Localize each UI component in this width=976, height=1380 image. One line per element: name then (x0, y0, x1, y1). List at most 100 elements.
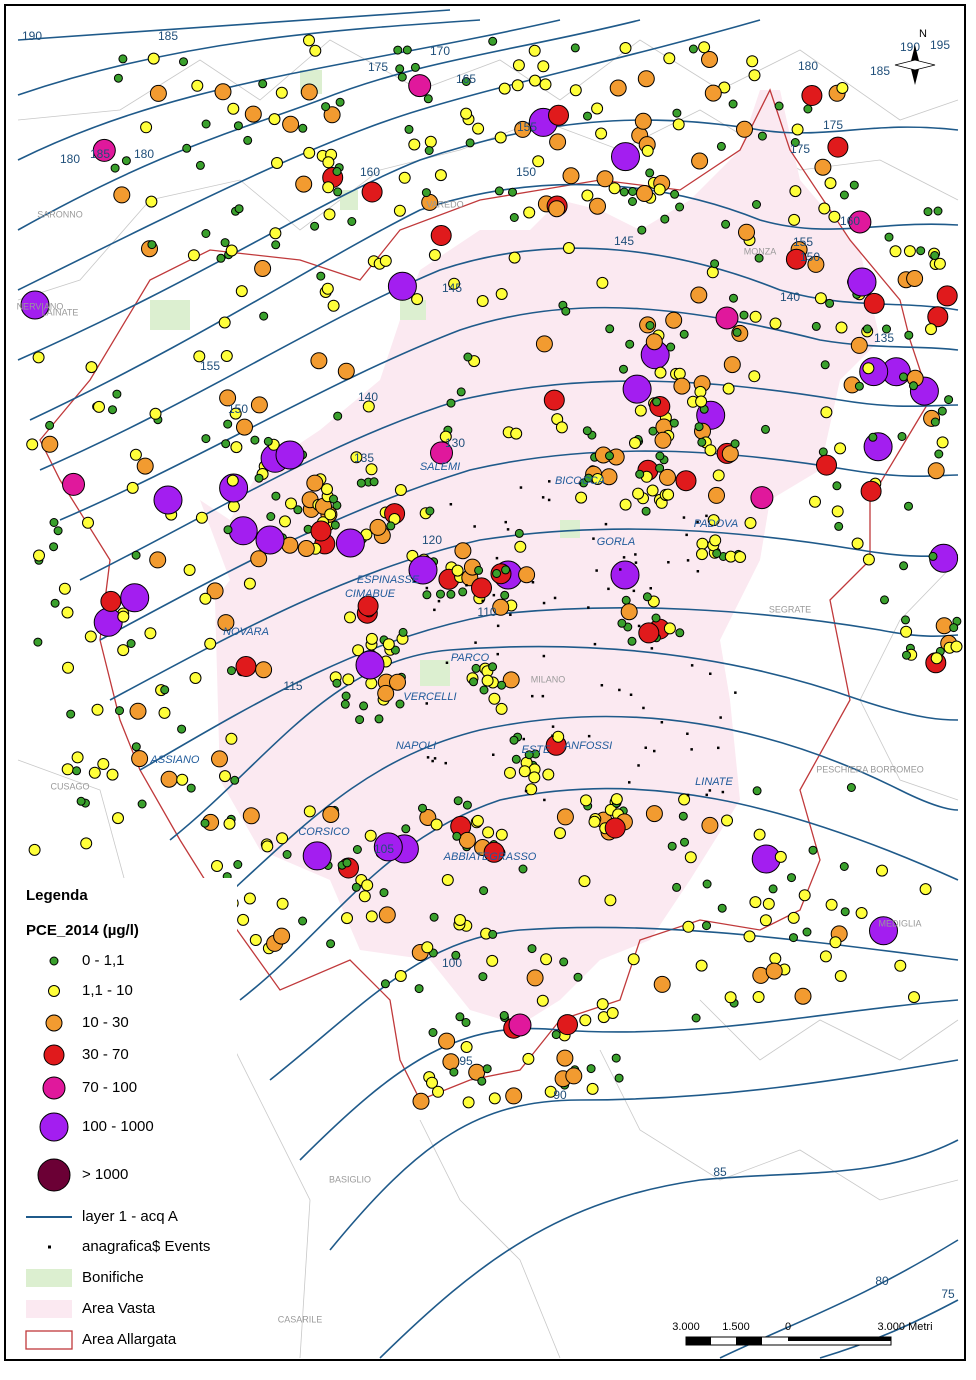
sample-point (147, 240, 157, 250)
sample-point (393, 45, 403, 55)
event-point (719, 716, 722, 719)
sample-point (469, 677, 478, 687)
sample-point (936, 285, 958, 307)
sample-point (712, 469, 725, 482)
event-point (705, 514, 708, 518)
legend-label: 30 - 70 (82, 1046, 129, 1063)
contour-label: 195 (930, 38, 950, 52)
legend-label: Area Vasta (82, 1300, 156, 1317)
sample-point (619, 364, 628, 374)
event-point (509, 613, 512, 616)
sample-point (701, 51, 718, 68)
sample-point (769, 317, 782, 330)
sample-point (900, 625, 913, 638)
sample-point (310, 520, 332, 542)
sample-point (394, 970, 407, 982)
event-point (496, 652, 499, 656)
event-point (506, 528, 510, 531)
sample-point (508, 187, 517, 197)
sample-point (471, 663, 481, 673)
sample-point (145, 195, 158, 208)
sample-point (535, 335, 553, 353)
sample-point (743, 930, 756, 943)
sample-point (297, 540, 315, 557)
sample-point (442, 1053, 460, 1071)
sample-point (580, 794, 592, 807)
sample-point (71, 751, 84, 764)
sample-point (364, 829, 377, 842)
sample-point (279, 515, 291, 528)
sample-point (605, 324, 615, 334)
sample-point (494, 131, 507, 144)
sample-point (93, 607, 123, 637)
sample-point (808, 845, 818, 855)
event-point (653, 749, 656, 753)
sample-point (112, 812, 124, 825)
legend-label: > 1000 (82, 1166, 128, 1183)
sample-point (672, 108, 682, 118)
sample-point (129, 448, 142, 461)
sample-point (696, 537, 709, 550)
sample-point (189, 672, 202, 684)
contour-label: 115 (283, 679, 302, 693)
event-point (433, 608, 436, 612)
sample-point (930, 417, 940, 427)
sample-point (160, 685, 170, 695)
town-label: VAREDO (426, 199, 463, 209)
sample-point (646, 484, 659, 497)
sample-point (85, 361, 98, 374)
sample-point (608, 182, 621, 195)
sample-point (395, 699, 405, 709)
sample-point (522, 1052, 535, 1065)
sample-point (619, 42, 632, 54)
sample-point (904, 501, 913, 511)
sample-point (244, 105, 262, 123)
contour-label: 180 (134, 147, 154, 161)
sample-point (509, 735, 519, 745)
sample-point (389, 673, 406, 691)
sample-point (380, 979, 390, 989)
sample-point (432, 1085, 444, 1098)
station-label: ANFOSSI (563, 740, 612, 752)
sample-point (488, 36, 498, 46)
sample-point (100, 590, 122, 612)
scale-bar (685, 1336, 892, 1346)
event-point (541, 496, 545, 499)
sample-point (268, 113, 281, 126)
sample-point (149, 551, 167, 569)
sample-point (390, 645, 400, 655)
scale-label: 3.000 Metri (877, 1321, 932, 1333)
sample-point (495, 828, 508, 841)
scale-label: 3.000 (672, 1321, 700, 1333)
event-point (465, 584, 468, 587)
sample-point (356, 478, 366, 488)
sample-point (709, 534, 722, 547)
event-point (551, 725, 555, 728)
sample-point (112, 389, 122, 399)
station-label: PARCO (451, 652, 490, 664)
sample-point (183, 564, 196, 576)
sample-point (529, 74, 541, 87)
sample-point (722, 382, 735, 395)
sample-point (235, 285, 248, 298)
sample-point (347, 217, 357, 226)
sample-point (97, 758, 110, 770)
sample-point (814, 158, 832, 176)
sample-point (395, 64, 405, 74)
contour-label: 150 (800, 250, 820, 264)
sample-point (518, 765, 531, 778)
contour-label: 175 (790, 142, 810, 156)
sample-point (880, 595, 889, 605)
sample-point (474, 565, 484, 575)
sample-point (675, 202, 685, 212)
sample-point (768, 884, 778, 894)
sample-point (925, 323, 937, 336)
sample-point (61, 763, 74, 776)
event-point (618, 688, 621, 692)
sample-point (706, 266, 719, 279)
sample-point (936, 436, 949, 449)
event-point (547, 498, 551, 502)
sample-point (675, 470, 697, 492)
sample-point (358, 890, 371, 903)
sample-point (537, 60, 550, 73)
